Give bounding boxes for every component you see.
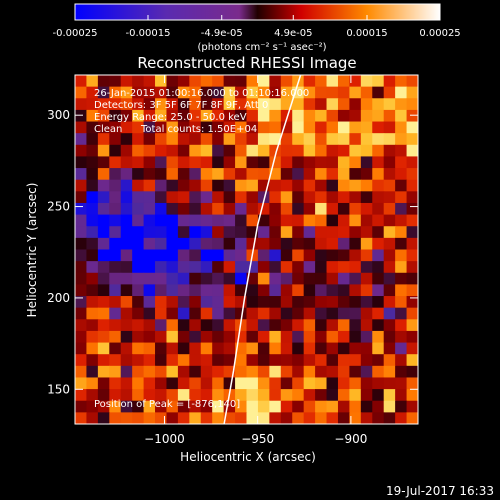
axis-ticks: −1000 −950 −900 150 200 250 300	[47, 75, 418, 446]
heatmap-image	[75, 75, 418, 424]
colorbar-tick-label: 0.00025	[419, 28, 460, 39]
x-tick-label: −1000	[144, 432, 185, 446]
info-peak-position: Position of Peak = [-876,140]	[94, 399, 240, 410]
x-tick-label: −900	[334, 432, 367, 446]
y-tick-label: 300	[47, 108, 70, 122]
info-total-counts: Total counts: 1.50E+04	[140, 124, 257, 135]
info-energy-range: Energy Range: 25.0 - 50.0 keV	[94, 112, 247, 123]
colorbar-tick-label: -4.9e-05	[201, 28, 243, 39]
colorbar-units-label: (photons cm⁻² s⁻¹ asec⁻²)	[197, 42, 326, 53]
x-tick-label: −950	[241, 432, 274, 446]
colorbar-tick-label: -0.00015	[126, 28, 171, 39]
colorbar-ticks: -0.00025 -0.00015 -4.9e-05 4.9e-05 0.00015 0.…	[53, 15, 461, 39]
info-clean: Clean	[94, 124, 122, 135]
y-axis-label: Heliocentric Y (arcsec)	[25, 183, 39, 318]
y-tick-label: 200	[47, 291, 70, 305]
plot-frame	[74, 74, 419, 425]
solar-limb-curve	[223, 75, 302, 424]
colorbar	[74, 3, 441, 21]
info-detectors: Detectors: 3F 5F 6F 7F 8F 9F, Att 0	[94, 100, 268, 111]
chart-title: Reconstructed RHESSI Image	[137, 54, 356, 72]
footer-timestamp: 19-Jul-2017 16:33	[386, 484, 494, 498]
colorbar-tick-label: 4.9e-05	[274, 28, 312, 39]
colorbar-tick-label: 0.00015	[346, 28, 387, 39]
y-tick-label: 150	[47, 382, 70, 396]
colorbar-tick-label: -0.00025	[53, 28, 98, 39]
x-axis-label: Heliocentric X (arcsec)	[180, 450, 316, 464]
info-time-range: 26-Jan-2015 01:00:16.000 to 01:10:16.000	[94, 88, 309, 99]
y-tick-label: 250	[47, 200, 70, 214]
